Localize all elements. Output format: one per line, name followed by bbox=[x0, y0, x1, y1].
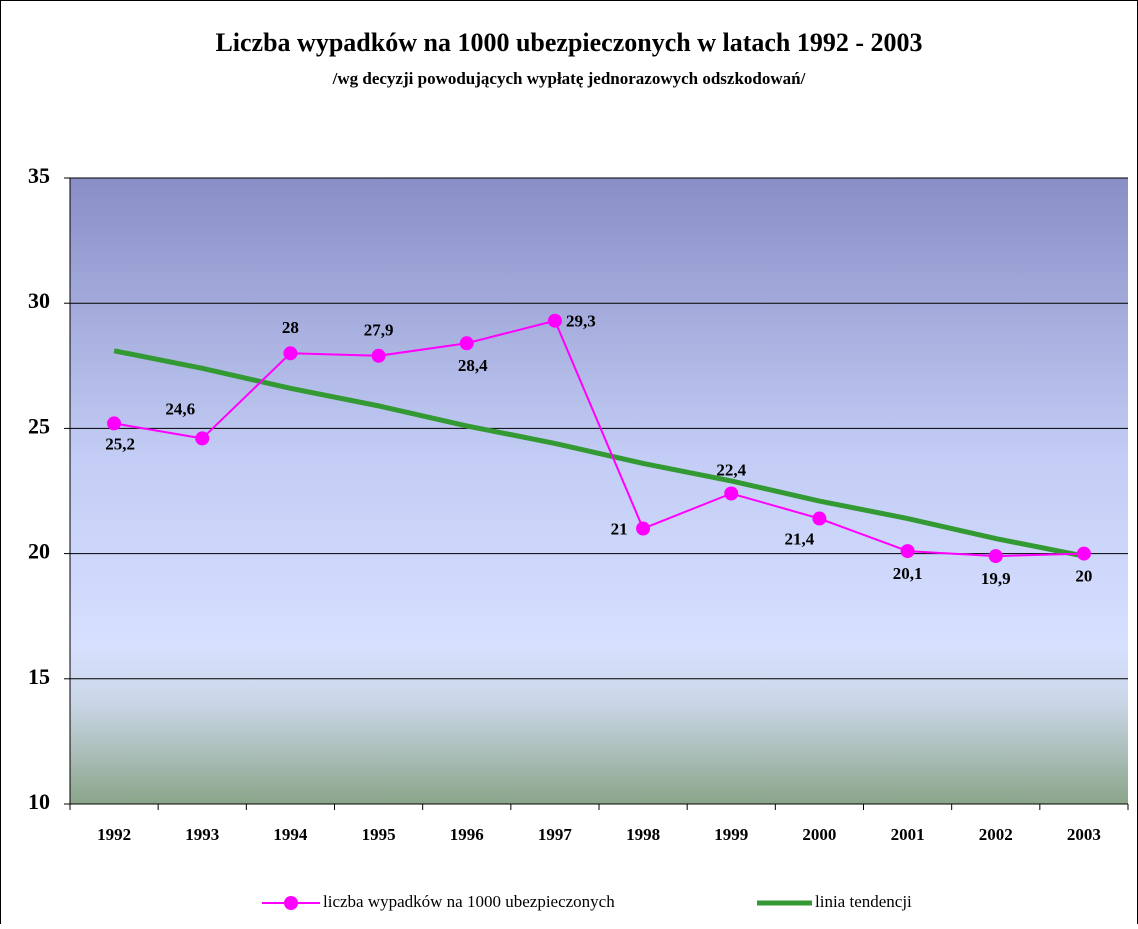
x-tick-label: 2001 bbox=[891, 825, 925, 844]
data-label: 22,4 bbox=[716, 460, 746, 479]
data-point bbox=[812, 511, 827, 526]
data-label: 29,3 bbox=[566, 312, 596, 331]
y-tick-label: 15 bbox=[28, 664, 50, 689]
data-label: 21,4 bbox=[785, 529, 815, 548]
y-tick-label: 10 bbox=[28, 789, 50, 814]
x-tick-label: 2002 bbox=[979, 825, 1013, 844]
y-tick-label: 30 bbox=[28, 288, 50, 313]
x-tick-label: 1995 bbox=[362, 825, 396, 844]
data-label: 19,9 bbox=[981, 569, 1011, 588]
legend-label: liczba wypadków na 1000 ubezpieczonych bbox=[323, 892, 615, 911]
data-point bbox=[195, 431, 210, 446]
data-point bbox=[283, 346, 298, 361]
chart-title: Liczba wypadków na 1000 ubezpieczonych w… bbox=[215, 28, 922, 57]
data-point bbox=[459, 336, 474, 351]
data-label: 27,9 bbox=[364, 321, 394, 340]
x-tick-label: 1994 bbox=[273, 825, 308, 844]
trend-line bbox=[113, 348, 1085, 559]
y-tick-label: 20 bbox=[28, 539, 50, 564]
data-point bbox=[636, 521, 651, 536]
x-tick-label: 1993 bbox=[185, 825, 219, 844]
data-label: 28 bbox=[282, 318, 299, 337]
data-point bbox=[1076, 546, 1091, 561]
data-label: 28,4 bbox=[458, 356, 488, 375]
data-label: 25,2 bbox=[105, 434, 135, 453]
data-label: 24,6 bbox=[165, 399, 195, 418]
plot-area bbox=[70, 178, 1128, 804]
data-label: 20,1 bbox=[893, 564, 923, 583]
data-line bbox=[113, 319, 1084, 558]
x-tick-label: 2000 bbox=[802, 825, 836, 844]
x-tick-label: 1992 bbox=[97, 825, 131, 844]
data-point bbox=[371, 348, 386, 363]
data-point bbox=[547, 313, 562, 328]
x-tick-label: 1996 bbox=[450, 825, 484, 844]
x-tick-label: 2003 bbox=[1067, 825, 1101, 844]
data-label: 21 bbox=[611, 519, 628, 538]
y-tick-label: 25 bbox=[28, 413, 50, 438]
data-label: 20 bbox=[1075, 567, 1092, 586]
data-point bbox=[900, 544, 915, 559]
data-point bbox=[988, 549, 1003, 564]
data-point bbox=[107, 416, 122, 431]
legend-swatch-marker bbox=[284, 896, 298, 910]
chart-subtitle: /wg decyzji powodujących wypłatę jednora… bbox=[332, 69, 806, 88]
legend-label: linia tendencji bbox=[815, 892, 912, 911]
x-tick-label: 1999 bbox=[714, 825, 748, 844]
x-tick-label: 1998 bbox=[626, 825, 660, 844]
x-tick-label: 1997 bbox=[538, 825, 573, 844]
y-tick-label: 35 bbox=[28, 163, 50, 188]
data-point bbox=[724, 486, 739, 501]
